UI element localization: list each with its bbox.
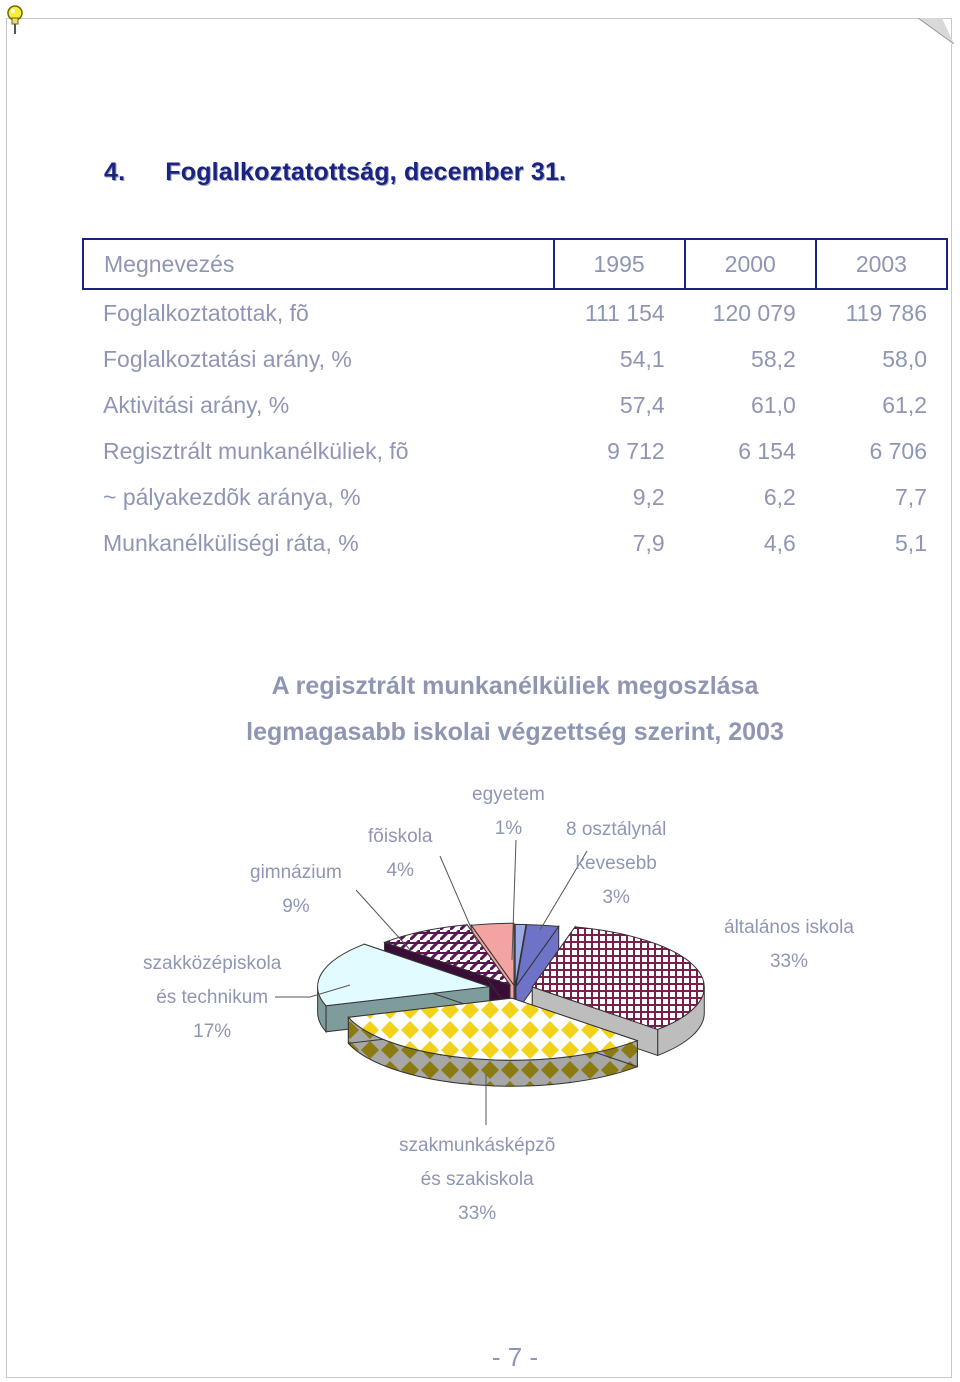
- page-number: - 7 -: [491, 1342, 539, 1372]
- pie-slice-top: [383, 924, 512, 986]
- label-szakkozep-line1: szakközépiskola: [143, 953, 282, 974]
- label-gimnazium-name: gimnázium: [250, 862, 342, 883]
- label-szakkozep-line2: és technikum: [156, 987, 269, 1008]
- label-szakkozep: szakközépiskola és technikum 17%: [143, 947, 281, 1049]
- col-header-2000: 2000: [683, 238, 817, 290]
- pie-slice-top: [470, 922, 515, 987]
- cell-1995: 7,9: [632, 529, 665, 556]
- label-egyetem-name: egyetem: [472, 784, 545, 805]
- cell-2000: 4,6: [763, 529, 796, 556]
- cell-2000: 6,2: [763, 483, 796, 510]
- leader-line-szakkozep: [275, 984, 351, 998]
- row-label: Foglalkoztatási arány, %: [103, 345, 352, 372]
- cell-1995: 9,2: [632, 483, 665, 510]
- leader-line-egyetem: [511, 839, 517, 961]
- table-row: Munkanélküliségi ráta, % 7,9 4,6 5,1: [83, 520, 947, 566]
- cell-2003: 7,7: [895, 483, 927, 510]
- table-row: Regisztrált munkanélküliek, fõ 9 712 6 1…: [83, 428, 947, 474]
- label-kevesebb-line1: 8 osztálynál: [566, 819, 667, 840]
- cell-2000: 61,0: [751, 391, 796, 418]
- row-label: Foglalkoztatottak, fõ: [103, 299, 309, 326]
- table-row: ~ pályakezdõk aránya, % 9,2 6,2 7,7: [83, 474, 947, 520]
- pie-slice-top: [531, 926, 705, 1030]
- label-altalanos-name: általános iskola: [724, 917, 854, 938]
- pie-slice-top: [514, 923, 527, 987]
- label-gimnazium: gimnázium 9%: [250, 856, 342, 924]
- label-egyetem: egyetem 1%: [472, 778, 545, 846]
- cell-2003: 6 706: [869, 437, 927, 464]
- section-number: 4.: [104, 158, 126, 186]
- row-label: ~ pályakezdõk aránya, %: [103, 483, 361, 510]
- chart-title: A regisztrált munkanélküliek megoszlása: [271, 672, 759, 700]
- cell-1995: 57,4: [619, 391, 665, 418]
- employment-table: Megnevezés 1995 2000 2003 Foglalkoztatot…: [82, 238, 949, 566]
- pie-slice-8-oszt-lyn-l-kevesebb: [515, 924, 560, 1015]
- cell-1995: 9 712: [607, 437, 665, 464]
- label-altalanos: általános iskola 33%: [724, 911, 854, 979]
- section-title-text: Foglalkoztatottság, december 31.: [165, 158, 567, 186]
- label-egyetem-pct: 1%: [494, 818, 523, 839]
- pushpin-icon[interactable]: [4, 4, 26, 36]
- row-label: Aktivitási arány, %: [103, 391, 290, 418]
- pie-slice-szakmunk-sk-pz-s-szakiskola: [347, 997, 639, 1087]
- table-header-row: Megnevezés 1995 2000 2003: [82, 238, 949, 290]
- label-szakmunkas-line1: szakmunkásképzõ: [399, 1135, 556, 1156]
- label-foiskola: fõiskola 4%: [368, 820, 432, 888]
- col-header-2003: 2003: [814, 238, 949, 290]
- label-foiskola-name: fõiskola: [368, 826, 433, 847]
- col-header-name: Megnevezés: [82, 238, 555, 290]
- cell-2003: 5,1: [895, 529, 927, 556]
- label-szakmunkas-pct: 33%: [458, 1203, 497, 1224]
- section-heading: 4. Foglalkoztatottság, december 31.: [104, 158, 566, 187]
- row-label: Munkanélküliségi ráta, %: [103, 529, 359, 556]
- chart-subtitle: legmagasabb iskolai végzettség szerint, …: [246, 718, 784, 746]
- cell-1995: 54,1: [619, 345, 665, 372]
- label-szakkozep-pct: 17%: [193, 1021, 232, 1042]
- leader-line-kevesebb: [539, 850, 588, 931]
- table-row: Foglalkoztatottak, fõ 111 154 120 079 11…: [83, 289, 947, 336]
- cell-2000: 6 154: [738, 437, 796, 464]
- cell-2000: 58,2: [751, 345, 796, 372]
- cell-2003: 61,2: [882, 391, 927, 418]
- label-kevesebb-pct: 3%: [602, 887, 630, 908]
- label-szakmunkas: szakmunkásképzõ és szakiskola 33%: [399, 1129, 555, 1231]
- label-szakmunkas-line2: és szakiskola: [420, 1169, 534, 1190]
- cell-2000: 120 079: [712, 299, 796, 326]
- label-kevesebb-line2: kevesebb: [575, 853, 657, 874]
- leader-line-foiskola: [439, 855, 479, 945]
- table-row: Foglalkoztatási arány, % 54,1 58,2 58,0: [83, 336, 947, 382]
- label-altalanos-pct: 33%: [769, 951, 808, 972]
- label-kevesebb: 8 osztálynál kevesebb 3%: [566, 813, 666, 915]
- cell-2003: 58,0: [882, 345, 927, 372]
- col-header-1995: 1995: [552, 238, 686, 290]
- pie-slice-top: [317, 943, 490, 1007]
- page-corner-fold: [918, 18, 954, 44]
- cell-2003: 119 786: [845, 299, 927, 326]
- table-row: Aktivitási arány, % 57,4 61,0 61,2: [83, 382, 947, 428]
- label-foiskola-pct: 4%: [386, 860, 414, 881]
- pie-slice-top: [347, 997, 639, 1061]
- cell-1995: 111 154: [584, 299, 665, 326]
- row-label: Regisztrált munkanélküliek, fõ: [103, 437, 409, 464]
- leader-line-gimnazium: [355, 889, 413, 953]
- label-gimnazium-pct: 9%: [282, 896, 310, 917]
